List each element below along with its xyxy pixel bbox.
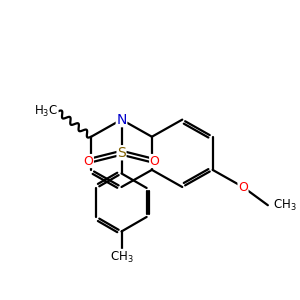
Text: H$_3$C: H$_3$C [34, 104, 58, 119]
Text: CH$_3$: CH$_3$ [273, 198, 297, 213]
Text: S: S [117, 146, 126, 160]
Text: O: O [238, 181, 248, 194]
Text: CH$_3$: CH$_3$ [110, 249, 134, 265]
Text: N: N [116, 112, 127, 127]
Text: O: O [83, 154, 93, 167]
Text: O: O [150, 154, 160, 167]
